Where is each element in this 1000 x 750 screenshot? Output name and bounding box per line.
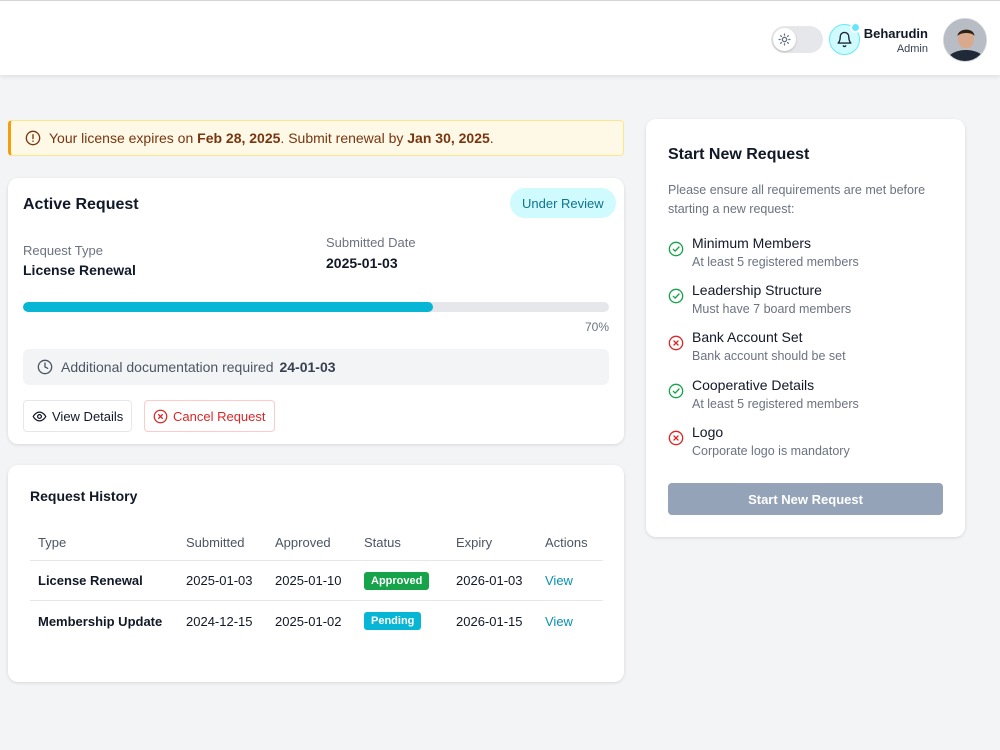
requirement-subtitle: Bank account should be set xyxy=(692,349,846,363)
note-text: Additional documentation required xyxy=(61,359,274,375)
eye-icon xyxy=(32,409,47,424)
cell-type: Membership Update xyxy=(38,613,163,629)
cancel-request-label: Cancel Request xyxy=(173,408,266,424)
requirement-title: Cooperative Details xyxy=(692,377,815,393)
status-badge: Approved xyxy=(364,571,430,590)
table-header-row: Type Submitted Approved Status Expiry Ac… xyxy=(30,525,603,561)
requirements-description: Please ensure all requirements are met b… xyxy=(668,183,926,216)
requirement-item: Cooperative Details At least 5 registere… xyxy=(668,377,948,417)
status-badge: Under Review xyxy=(510,188,616,218)
column-header: Approved xyxy=(275,535,331,550)
requirement-title: Leadership Structure xyxy=(692,282,822,298)
view-details-button[interactable]: View Details xyxy=(23,400,133,432)
requirement-subtitle: At least 5 registered members xyxy=(692,397,859,411)
x-circle-icon xyxy=(153,409,168,424)
status-badge: Pending xyxy=(364,612,422,630)
requirement-title: Logo xyxy=(692,424,724,440)
requirement-title: Bank Account Set xyxy=(692,329,803,345)
sun-icon xyxy=(773,28,796,51)
documentation-note: Additional documentation required 24-01-… xyxy=(23,349,609,385)
bell-icon xyxy=(836,31,853,48)
requirement-title: Minimum Members xyxy=(692,235,812,251)
alert-prefix: Your license expires on xyxy=(49,130,198,146)
active-request-card: Active Request Under Review Request Type… xyxy=(8,178,624,444)
cell-submitted: 2024-12-15 xyxy=(186,613,253,629)
cell-submitted: 2025-01-03 xyxy=(186,573,253,588)
progress-bar xyxy=(23,302,609,312)
active-request-title: Active Request xyxy=(23,196,139,213)
notifications-button[interactable] xyxy=(829,22,861,55)
start-new-request-card: Start New Request Please ensure all requ… xyxy=(646,119,965,537)
note-date: 24-01-03 xyxy=(279,359,336,375)
request-history-table: Type Submitted Approved Status Expiry Ac… xyxy=(30,525,603,641)
x-circle-icon xyxy=(668,430,684,446)
requirement-item: Minimum Members At least 5 registered me… xyxy=(668,235,948,275)
request-type-label: Request Type xyxy=(23,243,103,258)
request-type-value: License Renewal xyxy=(23,262,136,278)
table-row: License Renewal 2025-01-03 2025-01-10 Ap… xyxy=(30,561,603,601)
request-history-card: Request History Type Submitted Approved … xyxy=(8,465,624,682)
alert-circle-icon xyxy=(25,130,41,146)
alert-renewal-date: Jan 30, 2025 xyxy=(407,130,490,146)
avatar[interactable] xyxy=(943,18,987,62)
table-row: Membership Update 2024-12-15 2025-01-02 … xyxy=(30,601,603,641)
cell-status: Pending xyxy=(364,601,422,641)
column-header: Type xyxy=(38,535,67,550)
alert-expiry-date: Feb 28, 2025 xyxy=(197,130,281,146)
column-header: Expiry xyxy=(456,535,493,550)
alert-middle: . Submit renewal by xyxy=(280,130,408,146)
check-circle-icon xyxy=(668,383,684,399)
column-header: Status xyxy=(364,535,401,550)
cell-type: License Renewal xyxy=(38,573,143,588)
view-link[interactable]: View xyxy=(545,573,573,588)
view-link[interactable]: View xyxy=(545,613,573,629)
column-header: Actions xyxy=(545,535,588,550)
requirement-subtitle: At least 5 registered members xyxy=(692,255,859,269)
user-role: Admin xyxy=(896,43,928,55)
view-details-label: View Details xyxy=(52,408,124,424)
submitted-date-label: Submitted Date xyxy=(326,235,416,250)
requirement-subtitle: Corporate logo is mandatory xyxy=(692,444,850,458)
requirement-item: Logo Corporate logo is mandatory xyxy=(668,424,948,464)
cell-approved: 2025-01-02 xyxy=(275,613,342,629)
requirement-item: Leadership Structure Must have 7 board m… xyxy=(668,282,948,322)
license-expiry-alert: Your license expires on Feb 28, 2025. Su… xyxy=(8,120,624,156)
x-circle-icon xyxy=(668,335,684,351)
theme-toggle[interactable] xyxy=(771,26,823,53)
alert-suffix: . xyxy=(489,130,494,146)
start-new-request-button[interactable]: Start New Request xyxy=(668,483,943,515)
check-circle-icon xyxy=(668,241,684,257)
cell-expiry: 2026-01-15 xyxy=(456,613,523,629)
start-new-request-title: Start New Request xyxy=(668,146,810,163)
progress-percent: 70% xyxy=(584,320,609,334)
user-name: Beharudin xyxy=(863,26,928,41)
progress-fill xyxy=(23,302,434,312)
check-circle-icon xyxy=(668,288,684,304)
cancel-request-button[interactable]: Cancel Request xyxy=(144,400,275,432)
cell-expiry: 2026-01-03 xyxy=(456,573,523,588)
notification-dot xyxy=(850,22,861,33)
clock-icon xyxy=(37,359,53,375)
requirement-subtitle: Must have 7 board members xyxy=(692,302,852,316)
requirement-item: Bank Account Set Bank account should be … xyxy=(668,329,948,369)
submitted-date-value: 2025-01-03 xyxy=(326,255,398,271)
request-history-title: Request History xyxy=(30,488,138,504)
cell-approved: 2025-01-10 xyxy=(275,573,342,588)
top-bar: Beharudin Admin xyxy=(0,0,1000,75)
column-header: Submitted xyxy=(186,535,245,550)
cell-status: Approved xyxy=(364,561,430,600)
